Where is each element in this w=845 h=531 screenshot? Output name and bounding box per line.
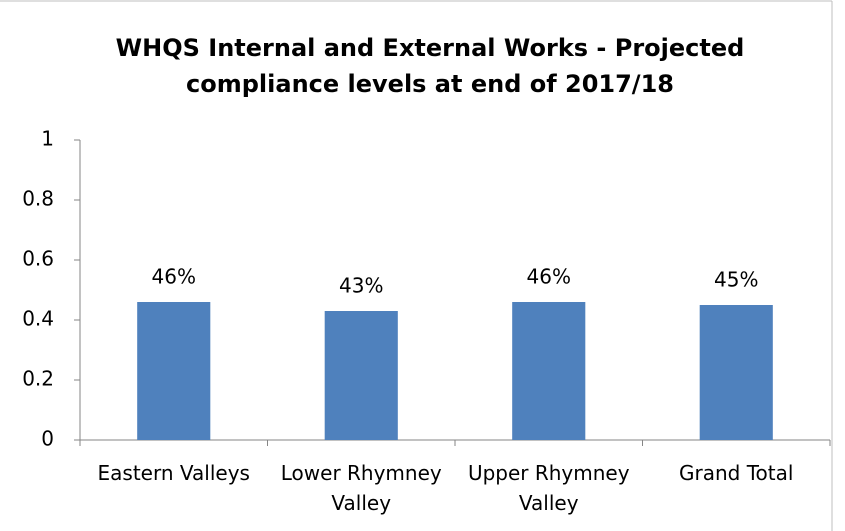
y-tick-label: 0.8: [22, 187, 54, 211]
y-tick-label: 1: [41, 127, 54, 151]
x-tick-label: Grand Total: [679, 461, 794, 485]
x-tick-label: Upper Rhymney Valley: [467, 461, 630, 515]
y-tick-label: 0: [41, 427, 54, 451]
bar: [512, 302, 586, 440]
bar: [699, 305, 773, 440]
x-tick-label: Lower Rhymney Valley: [280, 461, 442, 515]
bar: [137, 302, 211, 440]
y-tick-label: 0.6: [22, 247, 54, 271]
y-tick-label: 0.2: [22, 367, 54, 391]
data-label: 46%: [527, 265, 571, 289]
data-label: 46%: [152, 265, 196, 289]
y-tick-label: 0.4: [22, 307, 54, 331]
x-tick-label: Eastern Valleys: [97, 461, 250, 485]
data-label: 45%: [714, 268, 758, 292]
bar: [324, 311, 398, 440]
chart-title: WHQS Internal and External Works - Proje…: [115, 34, 745, 98]
data-label: 43%: [339, 274, 383, 298]
